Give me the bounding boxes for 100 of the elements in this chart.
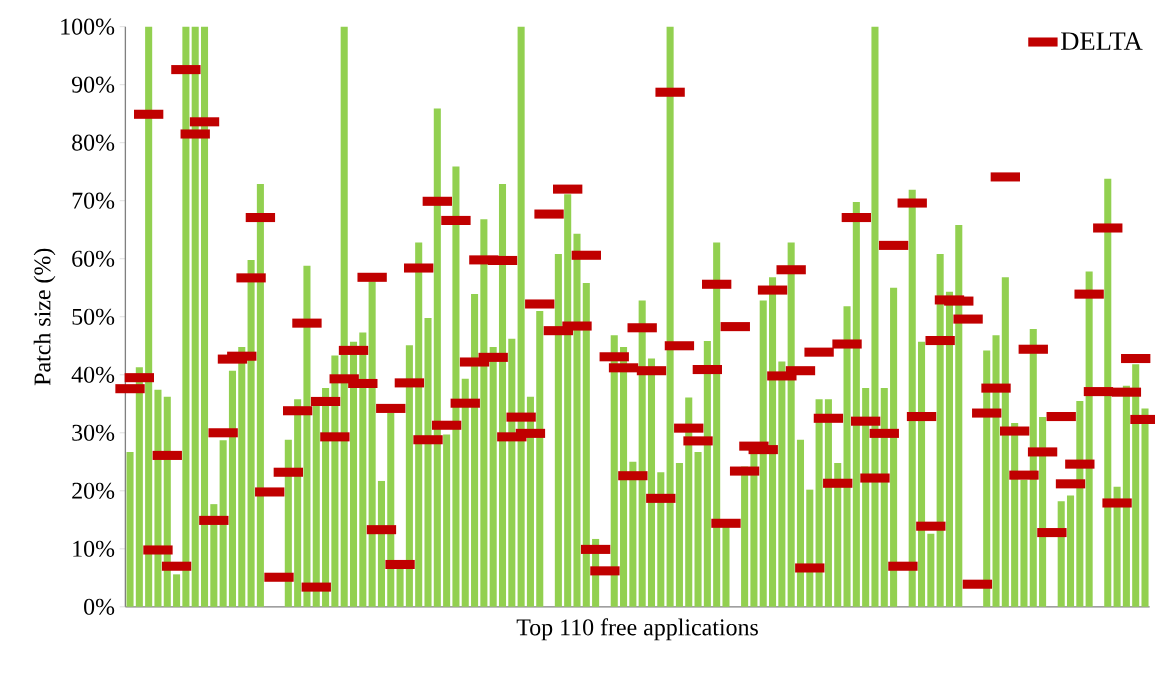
bar <box>657 472 665 607</box>
bar <box>1085 271 1093 607</box>
bar <box>135 367 143 607</box>
bar <box>303 265 311 607</box>
bar <box>554 254 562 607</box>
bar <box>349 341 358 607</box>
bar <box>694 451 702 607</box>
y-tick-label: 80% <box>72 134 115 151</box>
bar <box>387 412 395 607</box>
bar <box>256 183 264 607</box>
bar <box>582 283 590 607</box>
bar <box>917 341 926 607</box>
y-tick-label: 100% <box>61 18 115 35</box>
bar <box>1039 417 1047 607</box>
bar <box>815 399 823 607</box>
bar <box>228 370 236 607</box>
bar <box>210 504 218 607</box>
x-axis-title: Top 110 free applications <box>516 618 758 641</box>
bar <box>796 439 805 607</box>
bar <box>340 26 348 607</box>
bar <box>852 201 860 607</box>
bar <box>154 389 162 607</box>
bar <box>722 525 730 607</box>
bar <box>1076 400 1084 607</box>
bar <box>1113 486 1121 607</box>
bar <box>871 26 879 607</box>
y-tick-label: 20% <box>72 482 115 499</box>
bar <box>452 166 460 607</box>
legend-label: DELTA <box>1061 32 1143 50</box>
bar <box>424 317 432 607</box>
bar <box>182 26 190 607</box>
y-axis-title: Patch size (%) <box>33 248 56 386</box>
bar <box>396 566 404 607</box>
bar <box>1104 178 1112 607</box>
bar <box>126 451 134 607</box>
bar <box>312 405 320 607</box>
bar <box>685 397 693 607</box>
bar <box>713 242 721 607</box>
bar <box>471 294 479 607</box>
bar <box>843 306 851 607</box>
y-tick-label: 40% <box>71 366 115 383</box>
bar <box>1122 385 1130 607</box>
bar <box>629 461 637 607</box>
bar <box>489 346 497 607</box>
bar <box>368 281 376 607</box>
bar <box>806 489 814 607</box>
bar <box>647 358 656 607</box>
bar <box>778 361 786 607</box>
bar <box>1066 495 1075 607</box>
bar <box>145 26 153 607</box>
bar <box>703 341 711 607</box>
bar <box>945 291 953 607</box>
bar <box>638 300 646 607</box>
bar <box>480 219 488 607</box>
bar <box>200 26 209 607</box>
bar <box>824 399 832 607</box>
bar <box>675 462 683 607</box>
bar <box>219 440 227 607</box>
y-tick-label: 60% <box>72 250 115 267</box>
bar <box>517 26 525 607</box>
bar <box>536 310 544 607</box>
bar <box>1001 277 1009 607</box>
bar <box>862 388 870 607</box>
bar <box>508 338 516 607</box>
y-tick-label: 50% <box>72 308 115 325</box>
bar <box>461 378 469 607</box>
bar <box>908 189 916 607</box>
bar <box>415 242 423 607</box>
bar <box>936 254 944 607</box>
y-tick-label: 30% <box>72 424 115 441</box>
bar <box>741 466 749 607</box>
bar <box>377 480 385 607</box>
bar <box>564 194 572 607</box>
bar <box>759 300 767 607</box>
bar <box>573 233 581 607</box>
bar <box>769 277 777 607</box>
bar <box>359 332 367 607</box>
bar <box>927 533 935 607</box>
bar <box>666 26 674 607</box>
bar <box>191 26 199 607</box>
bar <box>498 183 507 607</box>
bar <box>880 388 888 607</box>
bar <box>955 224 963 607</box>
bar <box>443 434 451 607</box>
bar <box>173 574 181 607</box>
bar <box>247 259 255 607</box>
bar <box>834 462 842 607</box>
bar <box>405 345 413 607</box>
y-tick-label: 10% <box>73 540 115 557</box>
bar <box>992 335 1000 607</box>
bar <box>1057 501 1065 607</box>
bar <box>787 242 795 607</box>
bar <box>750 452 758 607</box>
y-tick-label: 0% <box>84 598 115 615</box>
bar <box>890 287 898 607</box>
bar <box>433 108 441 607</box>
bar <box>1020 479 1028 607</box>
bar <box>238 346 246 607</box>
y-tick-label: 70% <box>72 192 115 209</box>
y-tick-label: 90% <box>71 76 115 93</box>
